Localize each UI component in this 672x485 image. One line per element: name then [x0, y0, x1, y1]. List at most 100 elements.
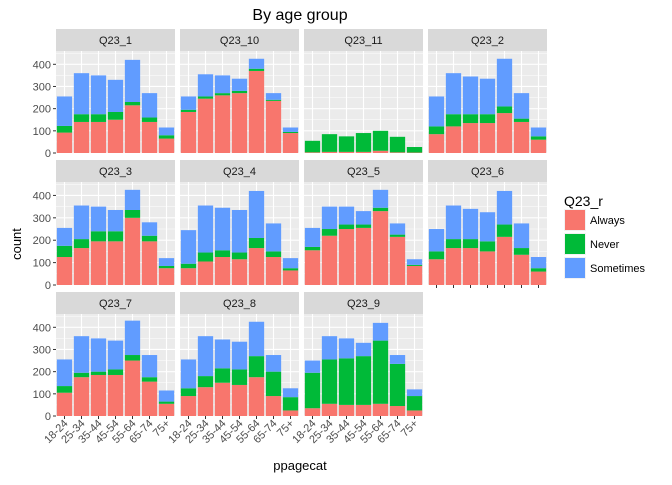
bar-segment-never [407, 265, 422, 266]
facet-strip-label: Q23_7 [99, 298, 132, 310]
bar-segment-sometimes [283, 258, 298, 268]
bar-segment-sometimes [215, 340, 230, 369]
bar-segment-always [215, 257, 230, 285]
bar-segment-always [446, 126, 461, 153]
bar-segment-sometimes [390, 355, 405, 364]
bar-segment-never [232, 253, 247, 260]
bar-segment-never [266, 100, 281, 101]
bar-segment-sometimes [322, 207, 337, 229]
bar-segment-always [373, 404, 388, 416]
bar-segment-never [497, 225, 512, 237]
bar-segment-sometimes [266, 93, 281, 100]
bar-segment-sometimes [356, 211, 371, 224]
bar-segment-never [159, 266, 174, 268]
y-tick-label: 100 [33, 389, 51, 401]
bar-segment-never [429, 126, 444, 134]
bar-segment-sometimes [480, 212, 495, 241]
bar-segment-sometimes [514, 93, 529, 119]
bar-segment-sometimes [91, 207, 106, 232]
bar-segment-never [390, 137, 405, 153]
bar-segment-always [181, 112, 196, 153]
bar-segment-sometimes [181, 230, 196, 264]
bar-segment-sometimes [356, 343, 371, 356]
legend-label-always: Always [590, 215, 625, 227]
bar-segment-never [390, 235, 405, 237]
bar-segment-always [339, 405, 354, 416]
bar-segment-never [531, 268, 546, 271]
bar-segment-always [125, 105, 140, 153]
bar-segment-always [514, 122, 529, 153]
bar-segment-always [429, 134, 444, 153]
bar-segment-never [514, 119, 529, 122]
bar-segment-always [198, 261, 213, 285]
legend-label-sometimes: Sometimes [590, 263, 646, 275]
bar-segment-sometimes [266, 355, 281, 372]
bar-segment-always [125, 218, 140, 285]
bar-segment-sometimes [283, 388, 298, 397]
bar-segment-never [181, 388, 196, 396]
facet-panel-q23-7: Q23_7010020030040018-2425-3435-4445-5455… [33, 292, 175, 446]
bar-segment-never [159, 402, 174, 404]
y-tick-label: 400 [33, 59, 51, 71]
bar-segment-sometimes [125, 60, 140, 102]
facet-strip-label: Q23_3 [99, 166, 132, 178]
bar-segment-never [531, 136, 546, 139]
bar-segment-always [91, 122, 106, 153]
bar-segment-never [57, 246, 72, 257]
bar-segment-always [339, 229, 354, 285]
bar-segment-never [356, 133, 371, 152]
bar-segment-sometimes [74, 206, 89, 240]
bar-segment-never [446, 114, 461, 126]
bar-segment-sometimes [373, 190, 388, 208]
bar-segment-always [322, 404, 337, 416]
bar-segment-sometimes [305, 228, 320, 247]
x-axis-label: ppagecat [273, 458, 327, 473]
bar-segment-sometimes [531, 128, 546, 137]
bar-segment-sometimes [339, 207, 354, 225]
y-tick-label: 0 [45, 148, 51, 160]
bar-segment-always [463, 248, 478, 285]
bar-segment-sometimes [463, 77, 478, 115]
bar-segment-never [266, 372, 281, 396]
bar-segment-never [480, 114, 495, 123]
bar-segment-always [249, 71, 264, 153]
facet-strip-label: Q23_4 [223, 166, 256, 178]
bar-segment-never [266, 251, 281, 257]
bar-segment-never [232, 369, 247, 385]
bar-segment-never [125, 355, 140, 361]
y-tick-label: 100 [33, 258, 51, 270]
bar-segment-never [305, 373, 320, 408]
bar-segment-sometimes [249, 59, 264, 69]
bar-segment-never [215, 93, 230, 95]
facet-strip-label: Q23_1 [99, 35, 132, 47]
bar-segment-sometimes [283, 128, 298, 132]
facet-strip-label: Q23_8 [223, 298, 256, 310]
bar-segment-sometimes [181, 96, 196, 109]
bar-segment-never [198, 96, 213, 98]
bar-segment-always [108, 120, 123, 153]
bar-segment-always [407, 410, 422, 416]
y-tick-label: 300 [33, 81, 51, 93]
bar-segment-sometimes [125, 321, 140, 355]
legend-swatch-sometimes [565, 258, 585, 278]
bar-segment-sometimes [232, 342, 247, 370]
legend-swatch-never [565, 234, 585, 254]
bar-segment-sometimes [142, 93, 157, 117]
bar-segment-never [305, 247, 320, 250]
bar-segment-sometimes [198, 74, 213, 96]
bar-segment-always [159, 139, 174, 153]
bar-segment-never [142, 118, 157, 122]
bar-segment-never [108, 112, 123, 120]
bar-segment-sometimes [305, 361, 320, 373]
bar-segment-always [356, 228, 371, 285]
bar-segment-never [305, 141, 320, 153]
bar-segment-never [125, 210, 140, 218]
bar-segment-always [108, 241, 123, 285]
facet-strip-label: Q23_11 [344, 35, 382, 47]
y-tick-label: 400 [33, 322, 51, 334]
